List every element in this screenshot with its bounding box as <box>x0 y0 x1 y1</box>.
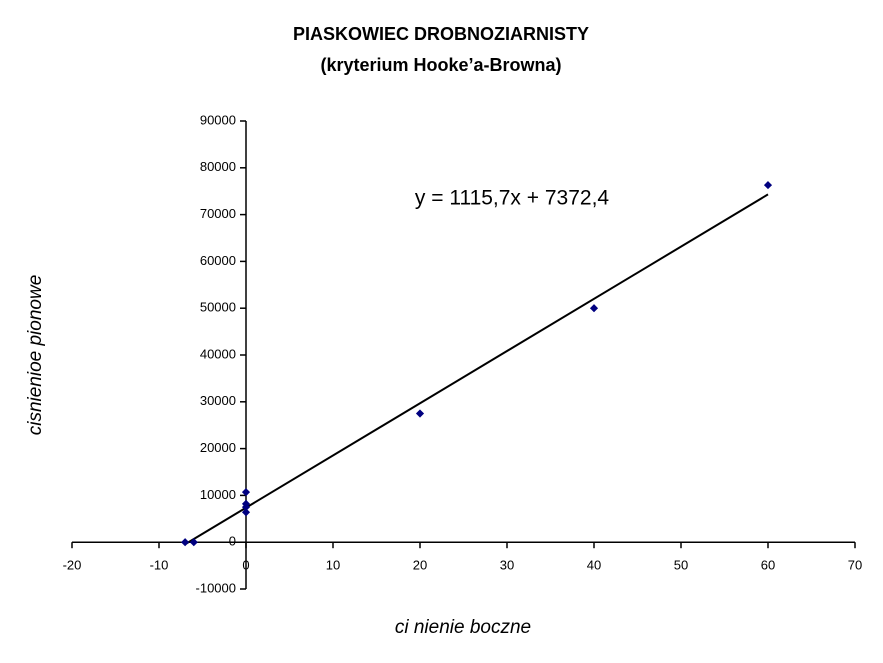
point <box>241 488 251 497</box>
point <box>241 508 251 517</box>
x-tick-label: 0 <box>242 558 249 573</box>
x-tick-label: 30 <box>500 558 514 573</box>
point <box>181 538 190 547</box>
y-tick-label: -10000 <box>196 580 236 595</box>
y-tick-label: 50000 <box>200 300 236 315</box>
y-tick-label: 70000 <box>200 206 236 221</box>
y-tick-label: 30000 <box>200 393 236 408</box>
trendline-equation: y = 1115,7x + 7372,4 <box>415 187 610 210</box>
y-tick-label: 80000 <box>200 159 236 174</box>
point <box>415 409 425 418</box>
x-tick-label: 60 <box>761 558 775 573</box>
point <box>763 181 773 190</box>
chart-title: PIASKOWIEC DROBNOZIARNISTY <box>293 24 589 44</box>
y-tick-label: 0 <box>229 534 236 549</box>
point <box>189 538 198 547</box>
y-tick-label: 40000 <box>200 346 236 361</box>
trendline <box>184 193 769 546</box>
y-tick-label: 20000 <box>200 440 236 455</box>
x-tick-label: 20 <box>413 558 427 573</box>
y-axis-label: cisnienioe pionowe <box>25 275 46 436</box>
y-tick-label: 60000 <box>200 253 236 268</box>
x-tick-label: -20 <box>63 558 82 573</box>
x-tick-label: -10 <box>150 558 169 573</box>
x-tick-label: 50 <box>674 558 688 573</box>
x-axis-label: ci nienie boczne <box>395 617 531 638</box>
x-tick-label: 10 <box>326 558 340 573</box>
point <box>589 304 599 313</box>
y-tick-label: 90000 <box>200 112 236 127</box>
chart-subtitle: (kryterium Hooke’a-Browna) <box>320 55 561 75</box>
y-tick-label: 10000 <box>200 487 236 502</box>
x-tick-label: 70 <box>848 558 862 573</box>
x-tick-label: 40 <box>587 558 601 573</box>
